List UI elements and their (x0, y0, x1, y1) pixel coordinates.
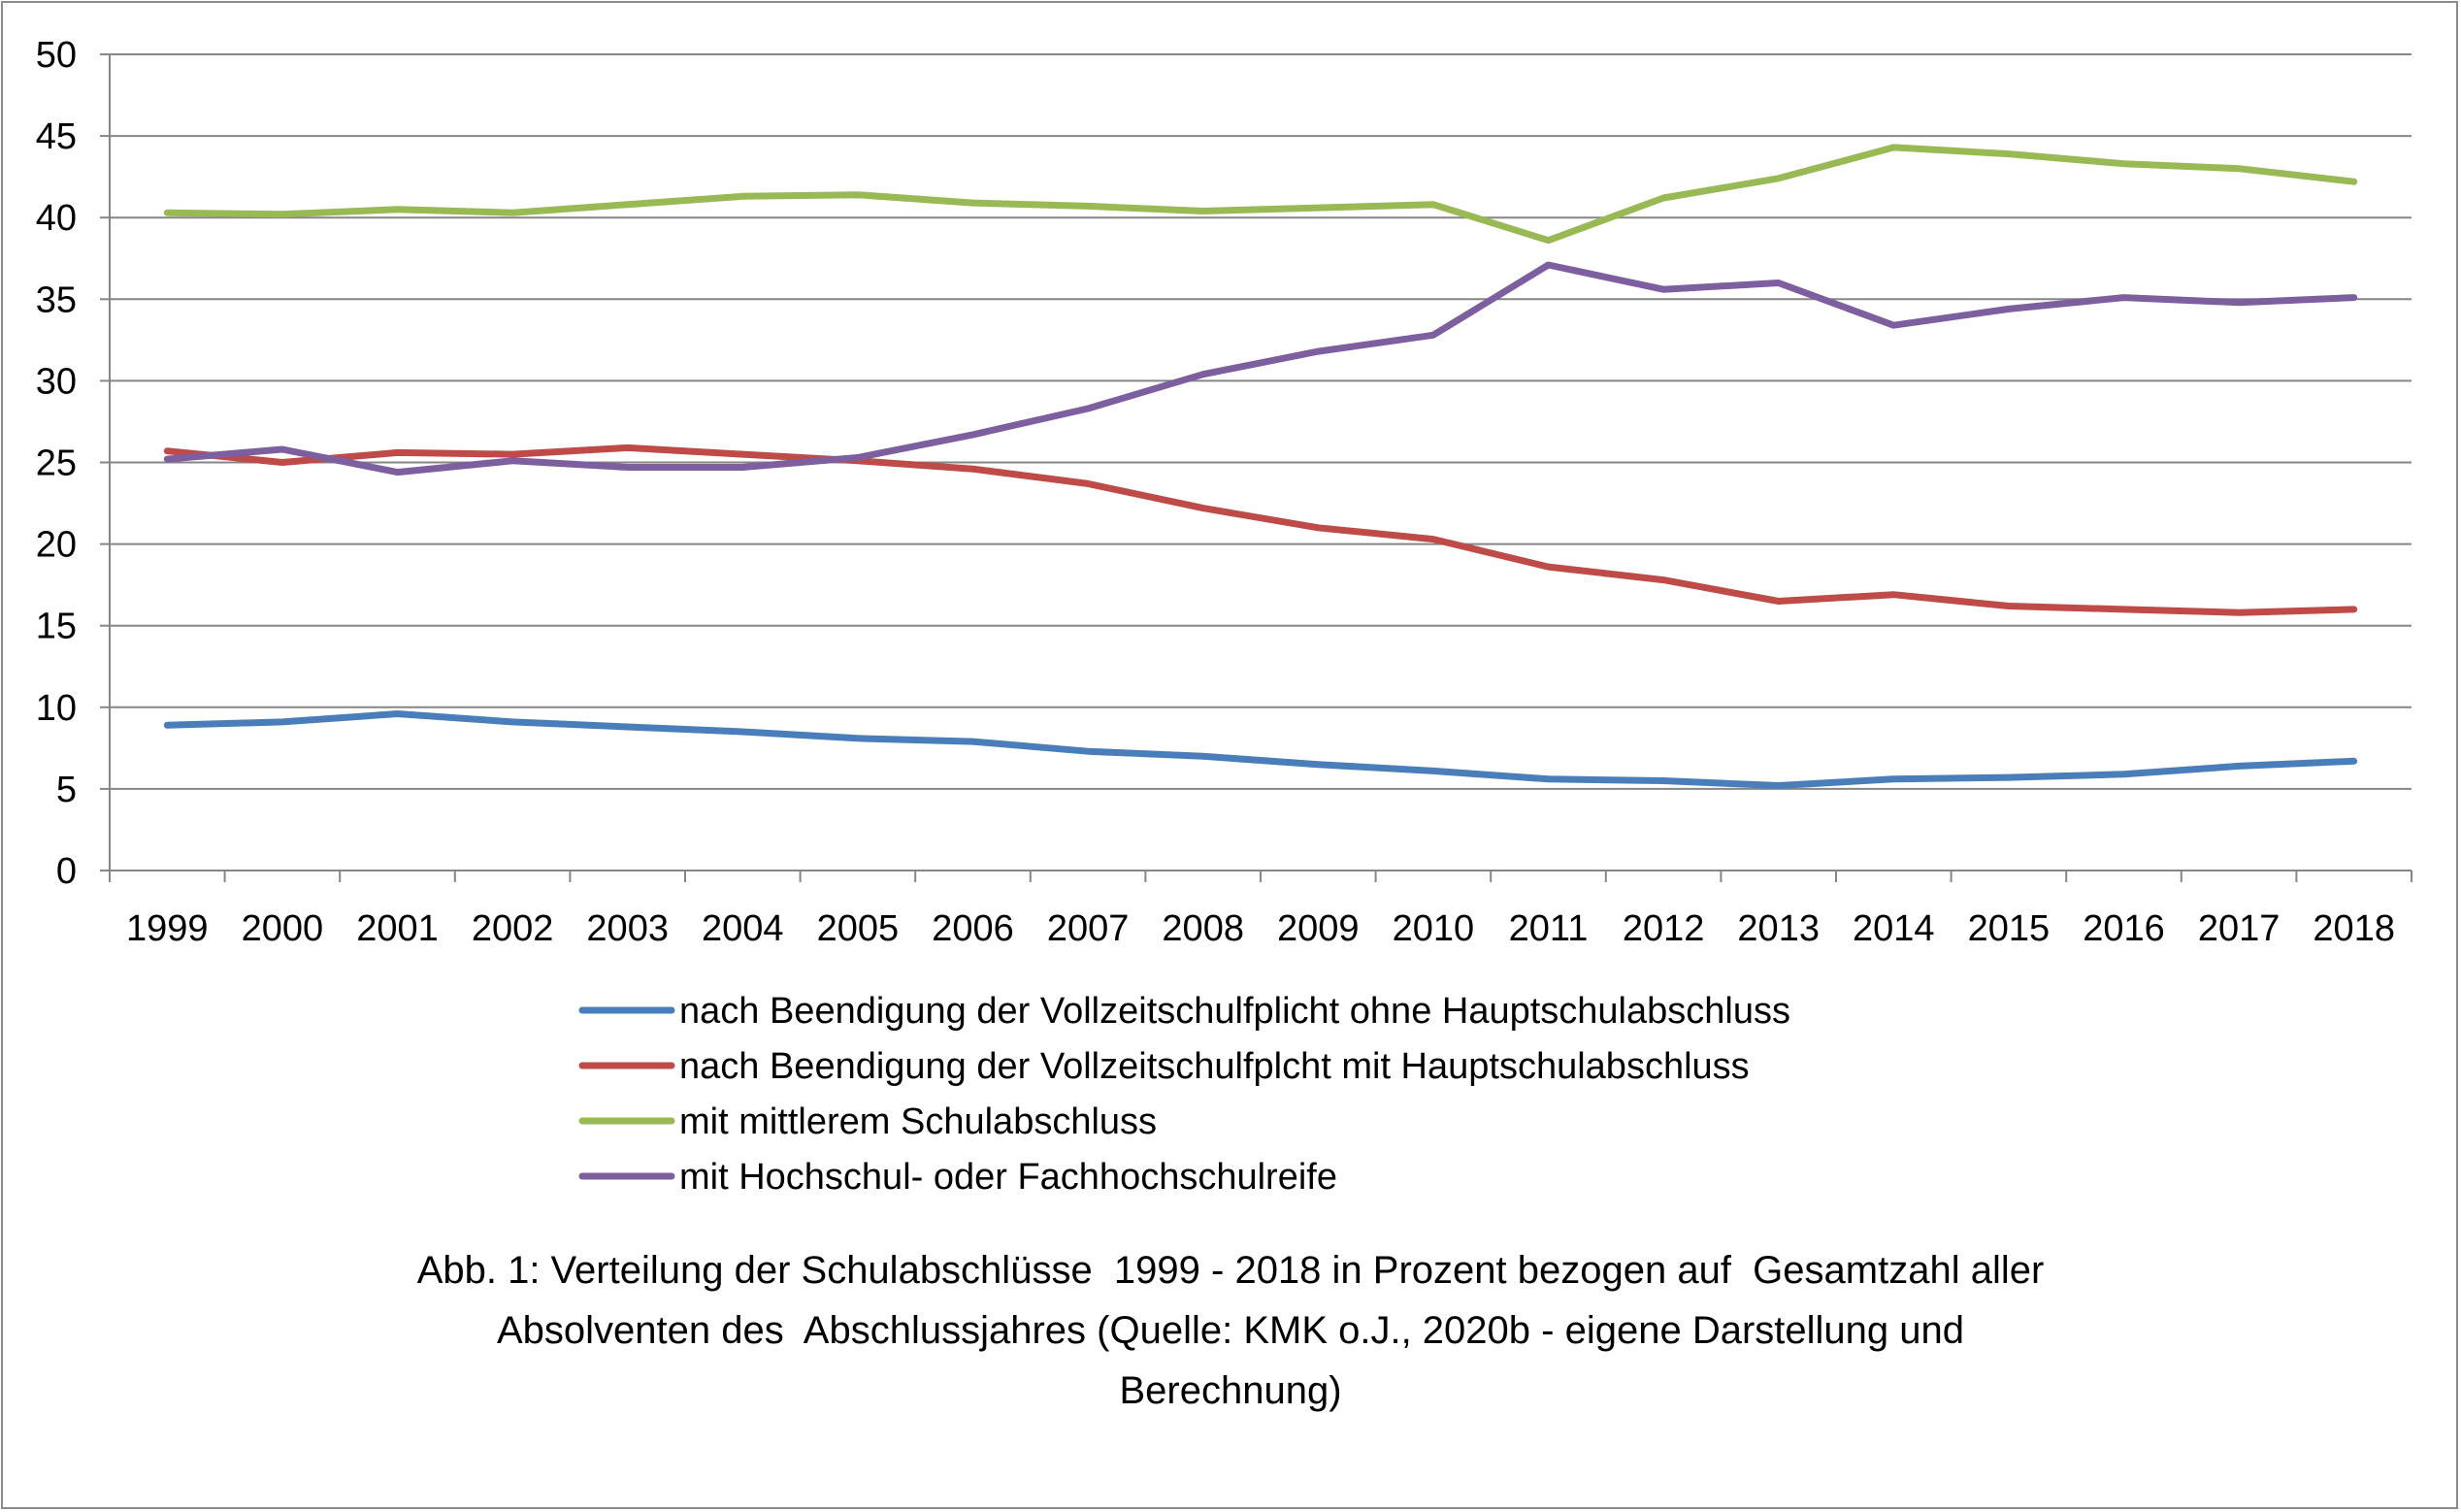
gridlines (110, 53, 2412, 790)
y-tick-label: 10 (36, 688, 77, 729)
x-tick-label: 2014 (1853, 908, 1935, 949)
x-tick-label: 2016 (2083, 908, 2165, 949)
series-line-4 (163, 261, 2358, 477)
x-axis: 1999 2000 2001 2002 2003 2004 2005 2006 2007 2008… (109, 870, 2412, 949)
x-tick-label: 2010 (1393, 908, 1475, 949)
x-tick-label: 1999 (126, 908, 209, 949)
y-tick-label: 45 (36, 116, 77, 157)
x-tick-label: 2005 (817, 908, 900, 949)
x-tick-label: 2003 (586, 908, 669, 949)
y-tick-label: 30 (36, 361, 77, 402)
y-tick-label: 0 (56, 851, 77, 892)
series-line-1 (163, 710, 2358, 789)
legend-label-3: mit mittlerem Schulabschluss (679, 1101, 1157, 1142)
y-tick-label: 20 (36, 525, 77, 566)
y-tick-label: 40 (36, 198, 77, 239)
y-axis: 0 5 10 15 20 25 30 35 40 45 50 (36, 35, 111, 892)
legend-label-4: mit Hochschul- oder Fachhochschulreife (679, 1157, 1337, 1198)
y-tick-label: 25 (36, 444, 77, 484)
legend-label-2: nach Beendigung der Vollzeitschulfplcht … (679, 1046, 1750, 1087)
x-tick-label: 2017 (2198, 908, 2281, 949)
x-tick-label: 2018 (2313, 908, 2395, 949)
y-tick-label: 50 (36, 35, 77, 76)
series-line-3 (163, 144, 2358, 245)
y-tick-label: 15 (36, 607, 77, 647)
caption-line-3: Berechnung) (1119, 1369, 1342, 1412)
x-tick-label: 2002 (472, 908, 554, 949)
caption-line-1: Abb. 1: Verteilung der Schulabschlüsse 1… (416, 1249, 2045, 1292)
x-tick-label: 2007 (1047, 908, 1130, 949)
series-line-2 (163, 444, 2358, 616)
x-tick-label: 2015 (1968, 908, 2051, 949)
x-tick-label: 2013 (1737, 908, 1820, 949)
x-tick-label: 2009 (1277, 908, 1360, 949)
legend: nach Beendigung der Vollzeitschulfplicht… (578, 991, 1790, 1198)
y-tick-label: 5 (56, 770, 77, 810)
x-tick-label: 2008 (1162, 908, 1244, 949)
caption-line-2: Absolventen des Abschlussjahres (Quelle:… (497, 1309, 1964, 1352)
legend-label-1: nach Beendigung der Vollzeitschulfplicht… (679, 991, 1790, 1032)
x-tick-label: 2000 (242, 908, 324, 949)
x-tick-label: 2011 (1509, 908, 1589, 949)
x-tick-label: 2001 (356, 908, 439, 949)
figure-caption: Abb. 1: Verteilung der Schulabschlüsse 1… (0, 1240, 2461, 1421)
x-tick-label: 2006 (932, 908, 1014, 949)
x-tick-label: 2004 (702, 908, 784, 949)
x-tick-label: 2012 (1623, 908, 1705, 949)
series-lines (163, 144, 2358, 789)
y-tick-label: 35 (36, 279, 77, 320)
